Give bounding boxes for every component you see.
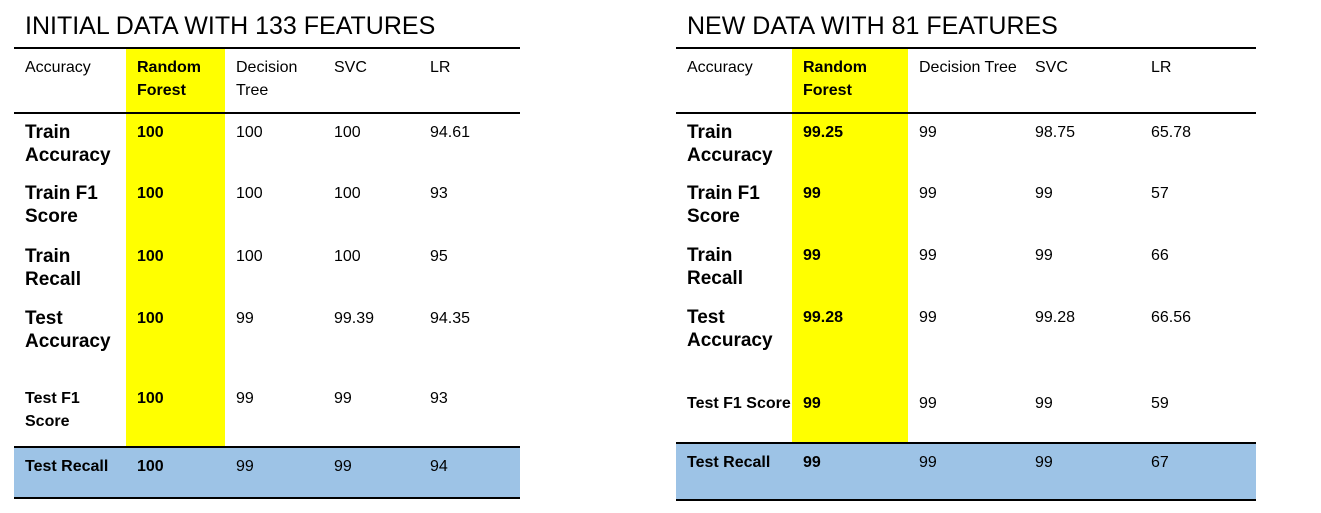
header-lr: LR <box>419 47 520 114</box>
cell-svc: 99 <box>1035 185 1053 202</box>
cell-dt: 99 <box>908 442 1024 501</box>
table-row: Test F1 Score 100 99 99 93 <box>14 380 520 447</box>
cell-svc: 99 <box>1024 442 1140 501</box>
row-label: Train Recall <box>687 245 743 289</box>
row-label: Test F1 Score <box>687 395 791 412</box>
cell-dt: 99 <box>225 446 323 499</box>
cell-lr: 65.78 <box>1151 124 1192 141</box>
cell-svc: 98.75 <box>1035 124 1076 141</box>
header-row: Accuracy Random Forest Decision Tree SVC… <box>676 47 1256 114</box>
row-label: Train F1 Score <box>25 183 98 227</box>
cell-rf: 99.25 <box>792 113 908 175</box>
cell-dt: 99 <box>919 309 937 326</box>
cell-svc: 99 <box>334 390 352 407</box>
header-random-forest: Random Forest <box>792 47 908 114</box>
row-label: Train Recall <box>25 246 81 290</box>
cell-rf: 99 <box>792 442 908 501</box>
header-random-forest: Random Forest <box>126 47 225 114</box>
cell-svc: 99.39 <box>334 310 375 327</box>
cell-svc: 99.28 <box>1035 309 1076 326</box>
cell-lr: 94.35 <box>430 310 471 327</box>
cell-lr: 95 <box>430 248 448 265</box>
row-label: Test F1 Score <box>25 390 80 430</box>
cell-dt: 100 <box>236 185 263 202</box>
table-row: Train F1 Score 100 100 100 93 <box>14 175 520 238</box>
row-label: Train Accuracy <box>687 122 773 166</box>
cell-dt: 99 <box>919 395 937 412</box>
cell-lr: 94 <box>419 446 520 499</box>
cell-lr: 93 <box>430 185 448 202</box>
header-decision-tree: Decision Tree <box>908 47 1024 114</box>
cell-dt: 99 <box>919 124 937 141</box>
cell-rf: 100 <box>126 238 225 300</box>
cell-rf: 99 <box>792 175 908 237</box>
header-accuracy: Accuracy <box>676 47 792 114</box>
metrics-table: Accuracy Random Forest Decision Tree SVC… <box>676 47 1256 501</box>
table-row-test-recall: Test Recall 99 99 99 67 <box>676 442 1256 501</box>
row-label: Test Recall <box>14 446 126 499</box>
row-label: Test Recall <box>676 442 792 501</box>
table-row: Train Accuracy 100 100 100 94.61 <box>14 113 520 175</box>
cell-lr: 59 <box>1151 395 1169 412</box>
cell-svc: 100 <box>334 248 361 265</box>
cell-rf: 99.28 <box>792 299 908 385</box>
panel-title: NEW DATA WITH 81 FEATURES <box>687 12 1058 40</box>
cell-svc: 100 <box>334 185 361 202</box>
cell-dt: 99 <box>236 310 254 327</box>
header-accuracy: Accuracy <box>14 47 126 114</box>
cell-svc: 100 <box>334 124 361 141</box>
metrics-table: Accuracy Random Forest Decision Tree SVC… <box>14 47 520 499</box>
table-row: Test Accuracy 100 99 99.39 94.35 <box>14 300 520 380</box>
cell-rf: 99 <box>792 237 908 299</box>
cell-lr: 67 <box>1140 442 1256 501</box>
cell-rf: 100 <box>126 380 225 447</box>
table-row: Test F1 Score 99 99 99 59 <box>676 385 1256 443</box>
table-row: Test Accuracy 99.28 99 99.28 66.56 <box>676 299 1256 385</box>
cell-rf: 100 <box>126 300 225 380</box>
table-row: Train Accuracy 99.25 99 98.75 65.78 <box>676 113 1256 175</box>
row-label: Train Accuracy <box>25 122 111 166</box>
cell-svc: 99 <box>323 446 419 499</box>
table-row-test-recall: Test Recall 100 99 99 94 <box>14 446 520 499</box>
cell-lr: 93 <box>430 390 448 407</box>
panel-title: INITIAL DATA WITH 133 FEATURES <box>25 12 436 40</box>
cell-lr: 66.56 <box>1151 309 1192 326</box>
row-label: Test Accuracy <box>25 308 111 352</box>
cell-dt: 99 <box>236 390 254 407</box>
row-label: Train F1 Score <box>687 183 760 227</box>
header-svc: SVC <box>1024 47 1140 114</box>
cell-lr: 66 <box>1151 247 1169 264</box>
cell-rf: 100 <box>126 113 225 175</box>
header-decision-tree: Decision Tree <box>225 47 323 114</box>
cell-dt: 99 <box>919 247 937 264</box>
table-row: Train Recall 100 100 100 95 <box>14 238 520 300</box>
cell-lr: 94.61 <box>430 124 471 141</box>
cell-svc: 99 <box>1035 247 1053 264</box>
cell-svc: 99 <box>1035 395 1053 412</box>
cell-lr: 57 <box>1151 185 1169 202</box>
cell-rf: 99 <box>792 385 908 443</box>
header-lr: LR <box>1140 47 1256 114</box>
cell-dt: 99 <box>919 185 937 202</box>
table-row: Train F1 Score 99 99 99 57 <box>676 175 1256 237</box>
header-row: Accuracy Random Forest Decision Tree SVC… <box>14 47 520 114</box>
cell-rf: 100 <box>126 175 225 238</box>
row-label: Test Accuracy <box>687 307 773 351</box>
cell-dt: 100 <box>236 124 263 141</box>
cell-dt: 100 <box>236 248 263 265</box>
cell-rf: 100 <box>126 446 225 499</box>
header-svc: SVC <box>323 47 419 114</box>
table-row: Train Recall 99 99 99 66 <box>676 237 1256 299</box>
